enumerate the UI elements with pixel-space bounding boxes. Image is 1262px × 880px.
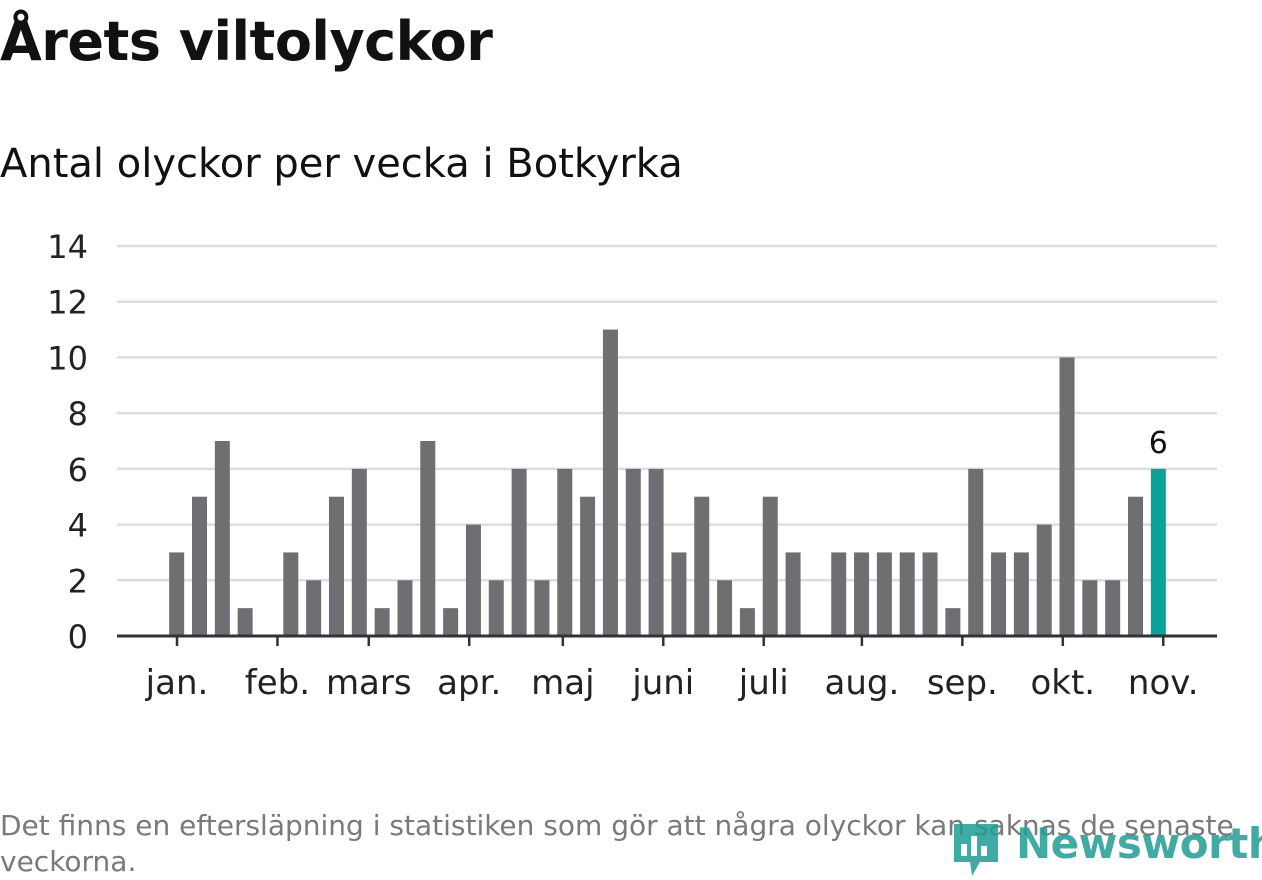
bar — [762, 496, 778, 636]
bar — [374, 608, 390, 636]
bar — [876, 552, 892, 636]
bar — [831, 552, 847, 636]
bars — [169, 329, 1166, 636]
bar — [968, 468, 984, 636]
x-tick-label: maj — [531, 663, 594, 703]
data-labels: 6 — [1149, 426, 1168, 461]
bar — [991, 552, 1007, 636]
bar-chart: 0 2 4 6 8 10 12 14 jan. feb. mars apr. maj juni juli a… — [47, 228, 1217, 703]
bar — [328, 496, 344, 636]
bar — [602, 329, 618, 636]
bar — [420, 441, 436, 636]
bar — [488, 580, 504, 636]
bar — [443, 608, 459, 636]
gridlines — [117, 244, 1217, 582]
bar — [557, 468, 573, 636]
bar — [580, 496, 596, 636]
bar — [785, 552, 801, 636]
y-tick-label: 4 — [68, 507, 88, 545]
bar — [717, 580, 733, 636]
x-tick-label: feb. — [245, 663, 310, 703]
x-tick-label: juni — [631, 663, 694, 703]
y-axis-ticks: 0 2 4 6 8 10 12 14 — [47, 228, 88, 656]
bar — [694, 496, 710, 636]
bar — [465, 524, 481, 636]
bar — [191, 496, 207, 636]
y-tick-label: 2 — [68, 562, 88, 600]
bar — [1059, 357, 1075, 636]
x-tick-label: apr. — [437, 663, 501, 703]
footnote: Det finns en eftersläpning i statistiken… — [0, 809, 1234, 878]
bar — [648, 468, 664, 636]
chart-subtitle: Antal olyckor per vecka i Botkyrka — [0, 141, 683, 187]
y-tick-label: 10 — [47, 339, 88, 377]
newsworthy-logo-icon — [954, 824, 998, 876]
bar-current-week — [1150, 468, 1166, 636]
bar — [1082, 580, 1098, 636]
bar — [1105, 580, 1121, 636]
x-tick-label: mars — [326, 663, 412, 703]
x-tick-label: juli — [738, 663, 789, 703]
last-value-label: 6 — [1149, 426, 1168, 461]
y-tick-label: 14 — [47, 228, 88, 266]
chart-title: Årets viltolyckor — [0, 10, 493, 73]
bar — [214, 441, 230, 636]
x-tick-label: nov. — [1128, 663, 1199, 703]
x-tick-label: okt. — [1030, 663, 1095, 703]
bar — [1128, 496, 1144, 636]
newsworthy-logo[interactable]: Newsworthy — [950, 818, 1262, 878]
x-axis-ticks: jan. feb. mars apr. maj juni juli aug. sep. okt. n… — [145, 636, 1199, 703]
bar — [511, 468, 527, 636]
bar — [922, 552, 938, 636]
bar — [237, 608, 253, 636]
bar — [351, 468, 367, 636]
bar — [397, 580, 413, 636]
bar — [739, 608, 755, 636]
bar — [625, 468, 641, 636]
y-tick-label: 6 — [68, 451, 88, 489]
x-tick-label: sep. — [927, 663, 998, 703]
bar — [854, 552, 870, 636]
bar — [671, 552, 687, 636]
x-tick-label: jan. — [145, 663, 209, 703]
bar — [283, 552, 299, 636]
bar — [945, 608, 961, 636]
bar — [534, 580, 550, 636]
bar — [1013, 552, 1029, 636]
y-tick-label: 8 — [68, 395, 88, 433]
bar — [899, 552, 915, 636]
bar — [306, 580, 322, 636]
y-tick-label: 12 — [47, 284, 88, 322]
bar — [1036, 524, 1052, 636]
y-tick-label: 0 — [68, 618, 88, 656]
x-tick-label: aug. — [825, 663, 900, 703]
logo-text: Newsworthy — [1016, 819, 1262, 868]
bar — [169, 552, 185, 636]
